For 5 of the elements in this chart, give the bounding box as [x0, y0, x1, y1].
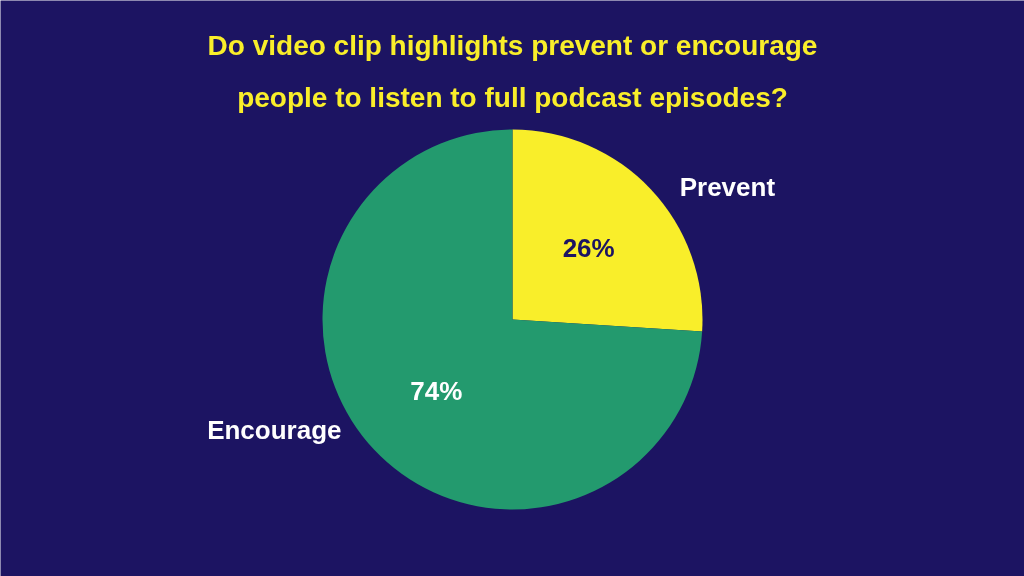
slice-label: Prevent: [679, 171, 776, 202]
data-label: 74%: [410, 376, 463, 407]
slice-label: Encourage: [207, 414, 342, 445]
chart-title: Do video clip highlights prevent or encourage people to listen to full podcast episodes?: [207, 30, 818, 113]
data-label: 26%: [562, 232, 615, 263]
